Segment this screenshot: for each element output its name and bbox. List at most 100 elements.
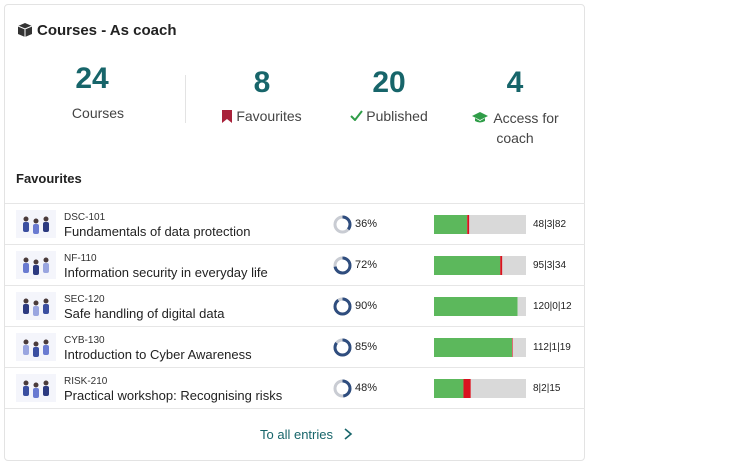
donut-arc <box>333 256 352 275</box>
thumb-head <box>43 216 49 222</box>
thumb-head <box>23 298 29 304</box>
thumbnail <box>16 374 56 402</box>
thumb-body <box>23 222 29 232</box>
bookmark-icon <box>222 110 233 123</box>
thumb-head <box>33 218 39 224</box>
stat-label: Courses <box>71 105 125 121</box>
list-row[interactable]: SEC-120 Safe handling of digital data 90% 1… <box>5 286 585 327</box>
progress-label: 85% <box>355 341 378 353</box>
thumbnail <box>16 333 56 361</box>
progress-label: 90% <box>355 300 378 312</box>
bar-segment <box>467 215 470 234</box>
progress-donut <box>333 338 352 357</box>
stat-label: Published <box>366 108 428 124</box>
donut-arc <box>333 338 352 357</box>
bar-segment <box>434 215 468 234</box>
bar-segment <box>434 297 518 316</box>
thumb-head <box>43 380 49 386</box>
status-bar <box>434 297 526 316</box>
bar-segment <box>469 215 526 234</box>
stat-label-wrap: Published <box>319 108 459 124</box>
thumbnail <box>16 251 56 279</box>
list-row[interactable]: CYB-130 Introduction to Cyber Awareness 85… <box>5 327 585 368</box>
thumb-head <box>33 300 39 306</box>
progress-donut <box>333 379 352 398</box>
bar-segment <box>434 379 464 398</box>
course-code: SEC-120 <box>64 294 105 305</box>
thumb-head <box>43 257 49 263</box>
thumb-body <box>33 388 39 398</box>
separator <box>5 367 585 368</box>
thumb-body <box>23 386 29 396</box>
bar-segment <box>470 379 526 398</box>
stat-label: Access for coach <box>493 110 559 146</box>
thumb-head <box>23 339 29 345</box>
course-title: Introduction to Cyber Awareness <box>64 347 252 362</box>
progress-label: 48% <box>355 382 378 394</box>
thumb-body <box>43 263 49 273</box>
counts-label: 8|2|15 <box>533 383 561 394</box>
stat-value: 24 <box>75 62 109 95</box>
course-code: DSC-101 <box>64 212 106 223</box>
link-text[interactable]: To all entries <box>260 427 333 442</box>
bar-segment <box>512 338 526 357</box>
thumb-head <box>23 257 29 263</box>
thumbnail <box>16 210 56 238</box>
separator <box>5 408 585 409</box>
thumb-body <box>43 222 49 232</box>
card <box>4 4 585 461</box>
donut-arc <box>333 215 352 234</box>
progress-label: 36% <box>355 218 378 230</box>
separator <box>5 244 585 245</box>
bar-segment <box>512 338 513 357</box>
bar-segment <box>500 256 503 275</box>
thumb-head <box>43 339 49 345</box>
status-bar <box>434 215 526 234</box>
status-bar <box>434 256 526 275</box>
counts-label: 112|1|19 <box>533 342 571 353</box>
all-entries-link[interactable]: To all entries <box>260 427 353 442</box>
list-row[interactable]: RISK-210 Practical workshop: Recognising … <box>5 368 585 408</box>
stat-label-wrap: Access for coach <box>465 108 565 148</box>
thumb-body <box>33 224 39 234</box>
separator <box>5 203 585 204</box>
thumb-head <box>43 298 49 304</box>
bar-segment <box>517 297 526 316</box>
thumb-body <box>23 263 29 273</box>
thumb-body <box>43 386 49 396</box>
donut-arc <box>333 297 352 316</box>
divider <box>185 75 186 123</box>
thumb-head <box>33 382 39 388</box>
thumb-head <box>33 259 39 265</box>
list-row[interactable]: NF-110 Information security in everyday l… <box>5 245 585 286</box>
bar-segment <box>463 379 471 398</box>
course-title: Fundamentals of data protection <box>64 224 251 239</box>
card-title: Courses - As coach <box>37 22 177 39</box>
section-title: Favourites <box>16 171 82 186</box>
course-code: NF-110 <box>64 253 97 264</box>
progress-donut <box>333 256 352 275</box>
progress-donut <box>333 215 352 234</box>
stat-value: 4 <box>506 66 524 99</box>
cap-icon <box>472 112 489 123</box>
thumb-body <box>33 347 39 357</box>
stat-value: 8 <box>253 66 271 99</box>
thumb-body <box>43 304 49 314</box>
counts-label: 48|3|82 <box>533 219 567 230</box>
thumb-body <box>33 306 39 316</box>
status-bar <box>434 338 526 357</box>
separator <box>5 326 585 327</box>
thumb-body <box>33 265 39 275</box>
thumb-head <box>23 380 29 386</box>
stat-label-wrap: Favourites <box>192 108 332 124</box>
list-row[interactable]: DSC-101 Fundamentals of data protection 36… <box>5 204 585 245</box>
thumb-head <box>33 341 39 347</box>
check-icon <box>350 110 364 122</box>
chevron <box>344 428 353 440</box>
thumb-body <box>23 304 29 314</box>
stat-label: Favourites <box>236 108 302 124</box>
thumb-head <box>23 216 29 222</box>
donut-arc <box>333 379 352 398</box>
course-title: Practical workshop: Recognising risks <box>64 388 283 403</box>
